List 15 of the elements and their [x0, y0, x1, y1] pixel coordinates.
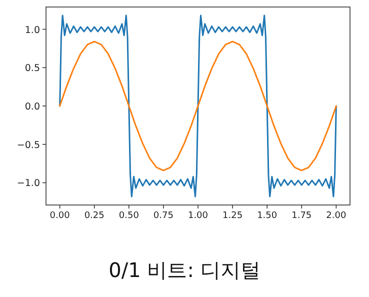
x-tick-label: 0.75 — [153, 211, 174, 221]
x-tick-label: 1.75 — [292, 211, 312, 221]
x-tick-label: 0.00 — [50, 211, 70, 221]
y-tick-label: 1.0 — [24, 24, 40, 36]
x-tick-label: 1.50 — [257, 211, 278, 221]
x-tick-label: 2.00 — [326, 211, 346, 221]
x-tick-label: 1.00 — [188, 211, 208, 221]
x-tick-label: 0.25 — [84, 211, 104, 221]
y-tick-label: −1.0 — [16, 178, 40, 190]
y-tick-label: 0.0 — [24, 102, 40, 112]
y-tick-label: 0.5 — [24, 63, 40, 74]
text: 0/1 비트: 디지털 — [108, 258, 260, 282]
y-tick-label: −0.5 — [16, 140, 40, 151]
x-tick-label: 0.50 — [118, 211, 140, 221]
x-tick-label: 1.25 — [222, 211, 243, 221]
